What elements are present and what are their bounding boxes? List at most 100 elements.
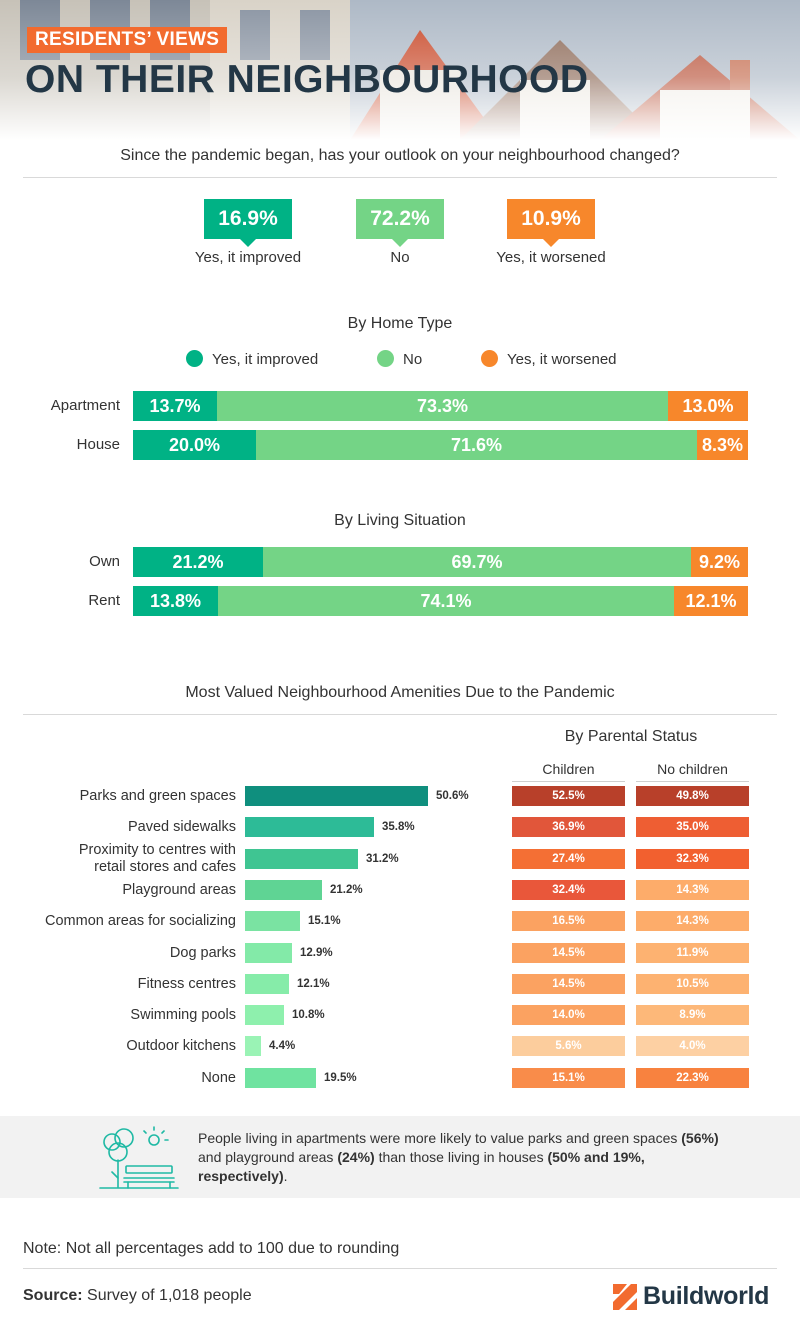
amenity-label: Parks and green spaces: [80, 788, 236, 805]
amenity-label: Swimming pools: [130, 1007, 236, 1024]
callout-run: and playground areas: [198, 1149, 338, 1165]
amenity-label-line: Common areas for socializing: [45, 913, 236, 929]
cell-no-children: 8.9%: [636, 1005, 749, 1025]
col-rule: [512, 781, 625, 782]
bar-segment-worsened: 12.1%: [674, 586, 748, 616]
col-head-children: Children: [542, 761, 595, 777]
amenity-bar: [245, 880, 322, 900]
cell-no-children: 49.8%: [636, 786, 749, 806]
cell-children: 14.5%: [512, 974, 625, 994]
amenity-value: 4.4%: [269, 1040, 296, 1052]
amenity-value: 12.1%: [297, 978, 330, 990]
cell-no-children: 14.3%: [636, 911, 749, 931]
bar-segment-improved: 13.7%: [133, 391, 217, 421]
amenity-bar: [245, 911, 300, 931]
living-row-own: Own 21.2% 69.7% 9.2%: [0, 547, 800, 577]
logo-wordmark: Buildworld: [643, 1282, 770, 1310]
amenity-label: Common areas for socializing: [45, 913, 236, 930]
amenity-value: 19.5%: [324, 1072, 357, 1084]
amenity-label-line: Swimming pools: [130, 1007, 236, 1023]
header-banner: RESIDENTS’ VIEWS ON THEIR NEIGHBOURHOOD: [0, 0, 800, 140]
stat-worsened: 10.9% Yes, it worsened: [451, 199, 651, 266]
amenity-label: None: [201, 1070, 236, 1087]
stacked-bar: 21.2% 69.7% 9.2%: [133, 547, 748, 577]
amenity-bar: [245, 1068, 316, 1088]
amenity-label: Fitness centres: [138, 976, 236, 993]
callout-run: than those living in houses: [374, 1149, 548, 1165]
amenity-label-line: retail stores and cafes: [94, 859, 236, 875]
amenity-label: Paved sidewalks: [128, 819, 236, 836]
home-type-row-house: House 20.0% 71.6% 8.3%: [0, 430, 800, 460]
amenity-label-line: Fitness centres: [137, 976, 236, 992]
bar-segment-improved: 20.0%: [133, 430, 256, 460]
stat-no: 72.2% No: [300, 199, 500, 266]
amenity-label-line: Playground areas: [122, 882, 236, 898]
col-rule: [636, 781, 749, 782]
header-badge: RESIDENTS’ VIEWS: [27, 27, 228, 53]
amenity-label-line: Outdoor kitchens: [126, 1038, 236, 1054]
amenity-label-line: None: [201, 1070, 236, 1086]
cell-no-children: 14.3%: [636, 880, 749, 900]
row-label: Own: [89, 553, 120, 570]
stacked-bar: 20.0% 71.6% 8.3%: [133, 430, 748, 460]
home-type-row-apartment: Apartment 13.7% 73.3% 13.0%: [0, 391, 800, 421]
row-label: Rent: [88, 592, 120, 609]
stat-worsened-value: 10.9%: [507, 199, 595, 247]
buildworld-logo: Buildworld: [613, 1282, 776, 1312]
callout-run: .: [283, 1168, 288, 1184]
amenity-label: Dog parks: [170, 945, 236, 962]
amenity-bar: [245, 943, 292, 963]
amenity-row: Fitness centres 12.1% 14.5% 10.5%: [0, 974, 800, 994]
legend-item-worsened: Yes, it worsened: [481, 350, 617, 370]
amenity-bar: [245, 849, 358, 869]
amenity-row: Swimming pools 10.8% 14.0% 8.9%: [0, 1005, 800, 1025]
cell-no-children: 10.5%: [636, 974, 749, 994]
legend-label-worsened: Yes, it worsened: [507, 351, 617, 368]
amenity-row: Proximity to centres with retail stores a…: [0, 842, 800, 875]
amenity-label-line: Parks and green spaces: [79, 788, 236, 804]
legend-dot-worsened: [481, 350, 498, 367]
amenity-value: 31.2%: [366, 853, 399, 865]
source: Source: Survey of 1,018 people: [23, 1287, 252, 1305]
amenity-label: Outdoor kitchens: [126, 1038, 236, 1055]
divider: [23, 1268, 777, 1269]
callout-highlight: (50% and 19%, respectively): [198, 1149, 645, 1184]
callout-highlight: (56%): [681, 1130, 719, 1146]
divider: [23, 177, 777, 178]
bar-segment-no: 71.6%: [256, 430, 697, 460]
amenity-bar: [245, 1005, 284, 1025]
legend-dot-improved: [186, 350, 203, 367]
amenity-row: Dog parks 12.9% 14.5% 11.9%: [0, 943, 800, 963]
cell-children: 5.6%: [512, 1036, 625, 1056]
header-fade: [0, 0, 800, 140]
amenity-value: 21.2%: [330, 884, 363, 896]
bar-segment-improved: 21.2%: [133, 547, 263, 577]
callout-box: People living in apartments were more li…: [0, 1116, 800, 1198]
amenity-value: 12.9%: [300, 947, 333, 959]
survey-question: Since the pandemic began, has your outlo…: [120, 147, 680, 164]
legend-label-no: No: [403, 351, 423, 368]
amenity-bar: [245, 974, 289, 994]
col-head-no-children: No children: [657, 761, 728, 777]
amenity-row: Parks and green spaces 50.6% 52.5% 49.8%: [0, 786, 800, 806]
amenity-row: Paved sidewalks 35.8% 36.9% 35.0%: [0, 817, 800, 837]
amenity-value: 15.1%: [308, 915, 341, 927]
logo-mark-icon: [613, 1284, 637, 1310]
amenity-bar: [245, 786, 428, 806]
stat-no-value: 72.2%: [356, 199, 444, 247]
stacked-bar: 13.8% 74.1% 12.1%: [133, 586, 748, 616]
amenity-bar: [245, 1036, 261, 1056]
stat-improved-label: Yes, it improved: [194, 249, 302, 266]
amenity-value: 10.8%: [292, 1009, 325, 1021]
amenity-value: 35.8%: [382, 821, 415, 833]
cell-no-children: 32.3%: [636, 849, 749, 869]
legend-item-improved: Yes, it improved: [186, 350, 318, 370]
cell-children: 15.1%: [512, 1068, 625, 1088]
bar-segment-worsened: 13.0%: [668, 391, 748, 421]
amenity-row: Outdoor kitchens 4.4% 5.6% 4.0%: [0, 1036, 800, 1056]
living-situation-title: By Living Situation: [334, 512, 466, 529]
callout-highlight: (24%): [337, 1149, 375, 1165]
legend: Yes, it improved No Yes, it worsened: [0, 350, 800, 372]
bar-segment-no: 74.1%: [218, 586, 674, 616]
bar-segment-no: 69.7%: [263, 547, 691, 577]
